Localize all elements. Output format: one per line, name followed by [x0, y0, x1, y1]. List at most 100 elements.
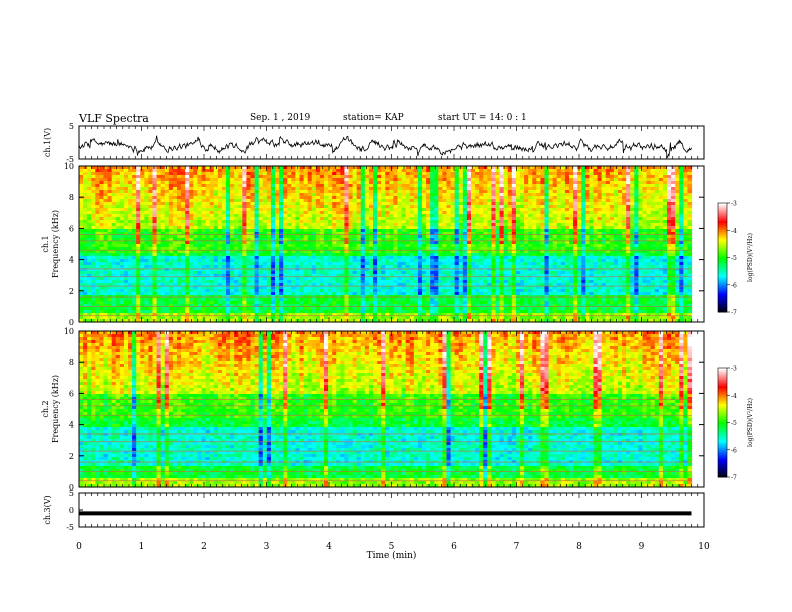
ch2-spectrogram-row	[79, 403, 693, 407]
ch2-spectrogram-row	[79, 361, 693, 365]
time-tick-label: 2	[201, 542, 207, 552]
ch2-spectrogram-row	[79, 454, 693, 458]
ch3-waveform-panel: 5 0 -5 ch.3(V)	[43, 489, 705, 532]
ch1-spectrogram-row	[79, 211, 693, 215]
ch1-spectrogram-row	[79, 187, 693, 191]
ch1-spectrogram-colorbar-tick-label: -4	[731, 228, 737, 235]
time-tick-label: 6	[451, 542, 457, 552]
ch1-spectrogram-row	[79, 247, 693, 251]
date-label: Sep. 1 , 2019	[250, 113, 311, 123]
plot-title: VLF Spectra	[79, 112, 149, 125]
ch2-spectrogram-row	[79, 472, 693, 476]
ch2-spectrogram-row	[79, 385, 693, 389]
time-tick-label: 8	[576, 542, 582, 552]
ch2-spectrogram-row	[79, 475, 693, 479]
time-axis: 0 1 2 3 4 5 6 7 8 9 10 Time (min)	[76, 126, 710, 561]
ch2-spectrogram-row	[79, 436, 693, 440]
time-tick-label: 9	[639, 542, 645, 552]
ch1-spectrogram-row	[79, 292, 693, 296]
ch2-spectrogram-colorbar: -3 -4 -5 -6 -7 log(PSD)(V²/Hz)	[717, 366, 754, 482]
ch1-spectrogram-row	[79, 220, 693, 224]
ch1-spectrogram-colorbar: -3 -4 -5 -6 -7 log(PSD)(V²/Hz)	[717, 201, 754, 317]
ch2-spectrogram-row	[79, 373, 693, 377]
ch2-spectrogram-row	[79, 370, 693, 374]
ch2-spectrogram-colorbar-tick-label: -7	[731, 475, 737, 482]
ch1-spectrogram-row	[79, 232, 693, 236]
ch2-spectrogram-colorbar-tick-label: -5	[731, 420, 737, 427]
ch1-spectrogram-row	[79, 298, 693, 302]
ch1-spectrogram-row	[79, 244, 693, 248]
ch2-spectrogram-colorbar-tick-label: -4	[731, 393, 737, 400]
ch1-spectrogram-row	[79, 283, 693, 287]
ch1-spectrogram-row	[79, 178, 693, 182]
time-tick-label: 5	[389, 542, 395, 552]
ch2-spectrogram-row	[79, 451, 693, 455]
ch2-spectrogram-row	[79, 343, 693, 347]
ch1-spectrogram-row	[79, 250, 693, 254]
ch2-spectrogram-colorbar-label: log(PSD)(V²/Hz)	[747, 398, 754, 447]
ch2-spectrogram-row	[79, 379, 693, 383]
ch1-spectrogram-ytick-label: 2	[69, 287, 74, 296]
ch2-spectrogram-ytick-label: 2	[69, 452, 74, 461]
ch2-spectrogram-row	[79, 457, 693, 461]
ch2-spectrogram-row	[79, 433, 693, 437]
ch2-spectrogram-row	[79, 445, 693, 449]
ch1-spectrogram-row	[79, 313, 693, 317]
ch1-spectrogram-row	[79, 316, 693, 320]
ch3-ytick-label: 5	[69, 489, 74, 498]
ch1-spectrogram-row	[79, 256, 693, 260]
ch1-spectrogram-row	[79, 241, 693, 245]
ch2-spectrogram-row	[79, 415, 693, 419]
ch1-waveform-panel: 5 -5 ch.1(V)	[43, 122, 705, 164]
ch1-spectrogram-row	[79, 277, 693, 281]
ch1-spectrogram-row	[79, 253, 693, 257]
ch1-spectrogram-ylabel-channel: ch.1	[41, 235, 50, 252]
ch2-spectrogram-colorbar-tick-label: -3	[731, 366, 737, 373]
ch3-waveform-frame	[78, 492, 705, 528]
ch2-spectrogram-row	[79, 469, 693, 473]
ch1-spectrogram-row	[79, 259, 693, 263]
ch1-spectrogram-row	[79, 307, 693, 311]
ch1-spectrogram-colorbar-label: log(PSD)(V²/Hz)	[747, 233, 754, 282]
ch1-spectrogram-row	[79, 208, 693, 212]
ch2-spectrogram-row	[79, 406, 693, 410]
ch2-spectrogram-row	[79, 340, 693, 344]
ch1-spectrogram-row	[79, 172, 693, 176]
ch1-spectrogram-row	[79, 184, 693, 188]
ch1-spectrogram-row	[79, 214, 693, 218]
ch2-spectrogram-row	[79, 382, 693, 386]
station-label: station= KAP	[343, 113, 404, 123]
ch1-spectrogram-ytick-label: 6	[69, 224, 74, 233]
ch3-waveform-ylabel: ch.3(V)	[43, 495, 52, 524]
time-tick-label: 10	[698, 542, 710, 552]
ch2-spectrogram-row	[79, 427, 693, 431]
ch1-spectrogram-ytick-label: 10	[64, 162, 74, 171]
ch2-spectrogram-ytick-label: 4	[69, 421, 74, 430]
time-tick-label: 4	[326, 542, 332, 552]
ch2-spectrogram-ytick-label: 10	[64, 327, 74, 336]
ch1-spectrogram-row	[79, 169, 693, 173]
ch2-spectrogram-row	[79, 442, 693, 446]
ch1-spectrogram-colorbar-tick-label: -6	[731, 282, 737, 289]
ch1-spectrogram-row	[79, 175, 693, 179]
ch2-spectrogram-row	[79, 409, 693, 413]
ch1-spectrogram-row	[79, 229, 693, 233]
ch1-spectrogram-row	[79, 205, 693, 209]
ch2-spectrogram-ytick-label: 8	[69, 358, 74, 367]
ch2-spectrogram-row	[79, 394, 693, 398]
ch1-spectrogram-row	[79, 193, 693, 197]
ch1-spectrogram-ytick-label: 0	[69, 318, 74, 327]
ch1-spectrogram-row	[79, 190, 693, 194]
ch2-spectrogram-row	[79, 466, 693, 470]
ch1-spectrogram-row	[79, 199, 693, 203]
ch1-waveform-line	[78, 135, 692, 158]
time-axis-label: Time (min)	[367, 550, 417, 561]
ch1-spectrogram-row	[79, 235, 693, 239]
ch2-spectrogram-row	[79, 358, 693, 362]
ch2-spectrogram-row	[79, 430, 693, 434]
ch2-spectrogram-ytick-label: 0	[69, 483, 74, 492]
ch2-spectrogram-row	[79, 334, 693, 338]
time-tick-label: 1	[139, 542, 145, 552]
ch2-spectrogram-panel: 0 2 4 6 8 10 ch.2 Frequency (kHz) -3 -4 -5 -6 -7 log(…	[41, 327, 754, 492]
